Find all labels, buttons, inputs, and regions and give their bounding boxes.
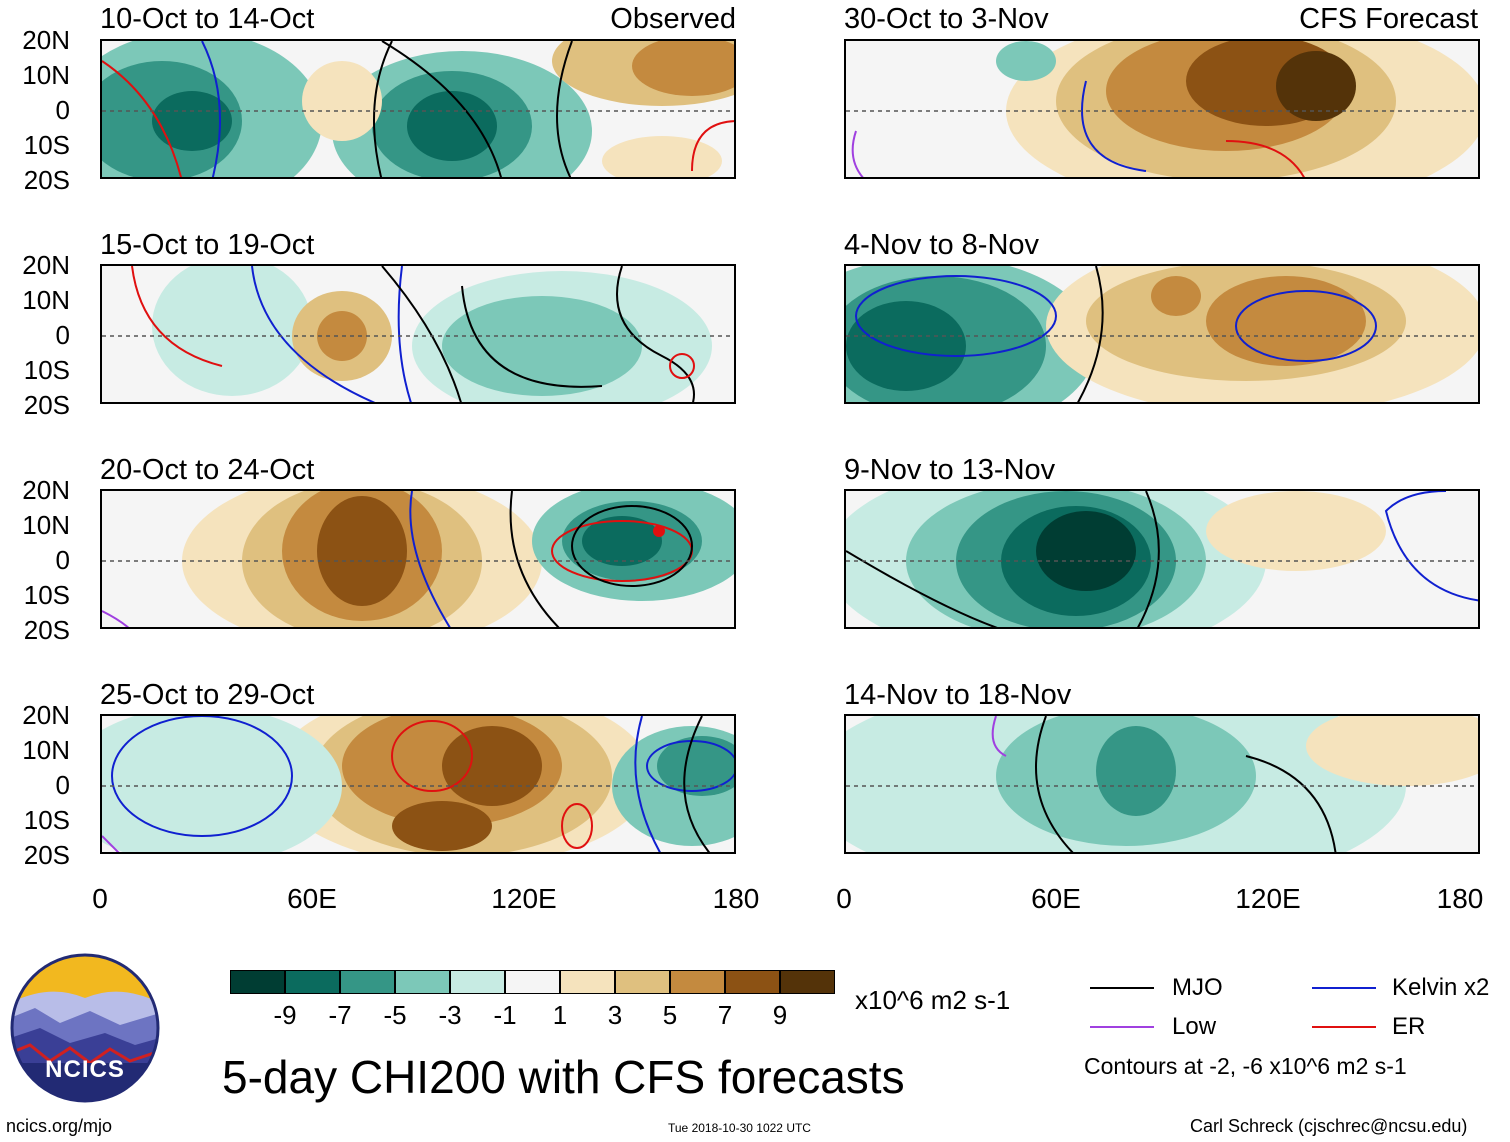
website-link[interactable]: ncics.org/mjo: [6, 1116, 113, 1136]
y-tick: 20N: [22, 250, 70, 280]
panel-title-1: 10-Oct to 14-Oct: [100, 3, 315, 35]
colorbar-label: 5: [662, 1000, 678, 1030]
colorbar-swatch: [670, 970, 725, 994]
timestamp: Tue 2018-10-30 1022 UTC: [668, 1121, 811, 1135]
colorbar-swatch: [285, 970, 340, 994]
legend-label-low: Low: [1172, 1013, 1217, 1040]
colorbar-swatch: [340, 970, 395, 994]
colorbar-label: -1: [493, 1000, 517, 1030]
legend-line-kelvin: [1312, 987, 1376, 989]
panel-title-2: 30-Oct to 3-Nov: [844, 3, 1049, 35]
x-tick: 60E: [1031, 883, 1081, 914]
y-tick: 10N: [22, 60, 70, 90]
map-panel-6: [844, 489, 1480, 629]
ncics-logo: NCICS: [10, 953, 160, 1103]
credit: Carl Schreck (cjschrec@ncsu.edu): [1190, 1116, 1468, 1136]
y-tick: 10N: [22, 285, 70, 315]
panel-title-4: 4-Nov to 8-Nov: [844, 229, 1040, 261]
map-panel-3: [100, 264, 736, 404]
contours-note: Contours at -2, -6 x10^6 m2 s-1: [1084, 1053, 1407, 1079]
y-tick: 20S: [23, 615, 70, 645]
y-tick: 20S: [23, 840, 70, 870]
legend-label-mjo: MJO: [1172, 974, 1223, 1001]
panel-title-3: 15-Oct to 19-Oct: [100, 229, 315, 261]
logo-text: NCICS: [45, 1056, 125, 1083]
panel-title-6: 9-Nov to 13-Nov: [844, 454, 1056, 486]
colorbar-swatch: [395, 970, 450, 994]
y-tick: 0: [55, 320, 70, 350]
main-title: 5-day CHI200 with CFS forecasts: [222, 1051, 905, 1103]
y-tick: 20N: [22, 700, 70, 730]
map-panel-5: [100, 489, 736, 629]
panel-tag-observed: Observed: [610, 3, 736, 35]
colorbar-swatch: [615, 970, 670, 994]
y-tick: 10S: [23, 355, 70, 385]
legend-line-low: [1090, 1026, 1154, 1028]
colorbar-label: 9: [772, 1000, 788, 1030]
y-tick: 20S: [23, 165, 70, 195]
colorbar-units: x10^6 m2 s-1: [855, 985, 1011, 1015]
colorbar-label: -7: [328, 1000, 352, 1030]
panel-title-8: 14-Nov to 18-Nov: [844, 679, 1072, 711]
colorbar-label: -9: [273, 1000, 297, 1030]
colorbar-label: 3: [607, 1000, 623, 1030]
colorbar-swatch: [450, 970, 505, 994]
panel-title-7: 25-Oct to 29-Oct: [100, 679, 315, 711]
x-tick: 120E: [491, 883, 557, 914]
colorbar-swatch: [505, 970, 560, 994]
colorbar-label: -5: [383, 1000, 407, 1030]
x-tick: 120E: [1235, 883, 1301, 914]
colorbar-label: 1: [552, 1000, 568, 1030]
y-tick: 10S: [23, 130, 70, 160]
legend-label-er: ER: [1392, 1013, 1426, 1040]
panel-title-5: 20-Oct to 24-Oct: [100, 454, 315, 486]
colorbar-swatch: [780, 970, 835, 994]
y-tick: 10N: [22, 510, 70, 540]
map-panel-1: [100, 39, 736, 179]
y-tick: 20N: [22, 25, 70, 55]
y-tick: 0: [55, 770, 70, 800]
colorbar-label: -3: [438, 1000, 462, 1030]
legend-line-mjo: [1090, 987, 1154, 989]
colorbar-swatch: [560, 970, 615, 994]
y-tick: 10S: [23, 805, 70, 835]
y-tick: 20S: [23, 390, 70, 420]
panel-tag-forecast: CFS Forecast: [1299, 3, 1478, 35]
y-tick: 10N: [22, 735, 70, 765]
x-tick: 180: [712, 883, 760, 914]
y-tick: 20N: [22, 475, 70, 505]
legend-label-kelvin: Kelvin x2: [1392, 974, 1490, 1001]
map-panel-7: [100, 714, 736, 854]
colorbar-swatch: [725, 970, 780, 994]
y-tick: 0: [55, 545, 70, 575]
map-panel-2: [844, 39, 1480, 179]
map-panel-8: [844, 714, 1480, 854]
x-tick: 180: [1436, 883, 1484, 914]
colorbar-label: 7: [717, 1000, 733, 1030]
map-panel-4: [844, 264, 1480, 404]
y-tick: 0: [55, 95, 70, 125]
colorbar-swatch: [230, 970, 285, 994]
x-tick: 0: [92, 883, 108, 914]
legend-line-er: [1312, 1026, 1376, 1028]
x-tick: 0: [836, 883, 852, 914]
y-tick: 10S: [23, 580, 70, 610]
x-tick: 60E: [287, 883, 337, 914]
